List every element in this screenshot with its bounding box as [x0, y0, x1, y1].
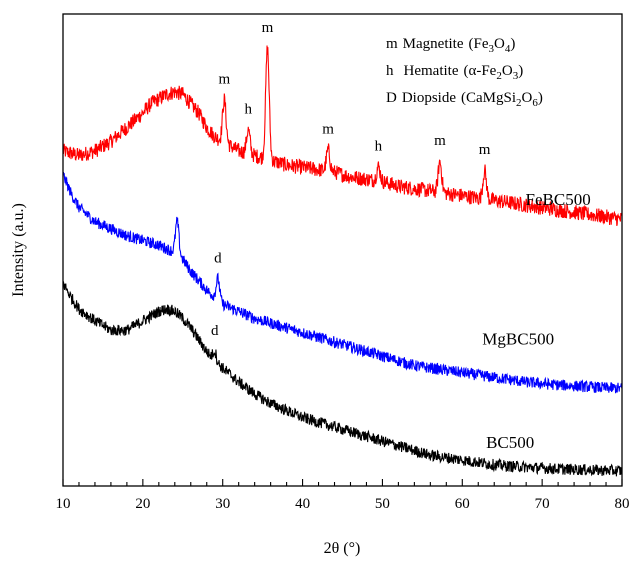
x-tick-layer: 10 20 30 40 50 60 70 80: [56, 479, 630, 512]
legend-name: Hematite: [404, 63, 459, 79]
legend-formula-text: (CaMgSi: [461, 90, 516, 106]
peak-label-febc500-3: m: [322, 121, 334, 137]
legend-formula-subscript: 2: [516, 97, 522, 109]
legend-name: Diopside: [402, 90, 457, 106]
legend-symbol: h: [386, 63, 394, 79]
x-tick-label-30: 30: [215, 496, 230, 512]
x-tick-label-40: 40: [295, 496, 310, 512]
legend-formula-text: ): [518, 63, 523, 79]
peak-label-febc500-0: m: [218, 71, 230, 87]
legend-entry-magnetite: m Magnetite (Fe3O4): [386, 36, 515, 55]
legend-formula-text: ): [510, 36, 515, 52]
legend-formula-subscript: 4: [505, 43, 511, 55]
x-tick-label-20: 20: [135, 496, 150, 512]
legend-symbol: m: [386, 36, 398, 52]
series-label-febc500: FeBC500: [526, 190, 591, 209]
series-line-mgbc500: [62, 171, 623, 394]
peak-label-febc500-5: m: [434, 133, 446, 149]
series-label-mgbc500: MgBC500: [482, 329, 554, 348]
series-label-layer: FeBC500 MgBC500 BC500: [482, 190, 590, 452]
peak-label-febc500-4: h: [375, 138, 383, 154]
series-line-bc500: [62, 281, 623, 477]
x-tick-label-10: 10: [56, 496, 71, 512]
x-tick-label-70: 70: [535, 496, 550, 512]
legend-formula-subscript: 3: [489, 43, 495, 55]
x-tick-label-80: 80: [615, 496, 630, 512]
legend-formula-text: O: [502, 63, 513, 79]
legend-formula-text: O: [494, 36, 505, 52]
peak-label-mgbc500-1: d: [214, 250, 222, 266]
legend-name: Magnetite: [403, 36, 464, 52]
peak-label-febc500-2: m: [262, 20, 274, 36]
series-line-febc500: [62, 45, 623, 226]
legend-entry-diopside: D Diopside (CaMgSi2O6): [386, 90, 543, 109]
y-axis-label: Intensity (a.u.): [10, 203, 27, 297]
legend-formula-subscript: 6: [532, 97, 538, 109]
legend-formula-subscript: 3: [513, 70, 519, 82]
legend-formula-subscript: 2: [496, 70, 502, 82]
x-axis-label: 2θ (°): [324, 540, 361, 557]
legend-formula-text: ): [538, 90, 543, 106]
legend-entry-hematite: h Hematite (α-Fe2O3): [386, 63, 523, 82]
peak-label-febc500-1: h: [245, 102, 253, 118]
legend-formula-text: (α-Fe: [463, 63, 496, 79]
series-layer: [62, 45, 623, 477]
legend-formula-text: (Fe: [469, 36, 489, 52]
x-tick-label-50: 50: [375, 496, 390, 512]
peak-label-febc500-6: m: [479, 142, 491, 158]
legend: m Magnetite (Fe3O4)h Hematite (α-Fe2O3)D Diop…: [386, 36, 543, 109]
legend-symbol: D: [386, 90, 397, 106]
plot-frame: [62, 13, 623, 487]
x-tick-label-60: 60: [455, 496, 470, 512]
legend-formula-text: O: [522, 90, 533, 106]
peak-label-bc500-0: d: [211, 323, 219, 339]
series-label-bc500: BC500: [486, 433, 534, 452]
